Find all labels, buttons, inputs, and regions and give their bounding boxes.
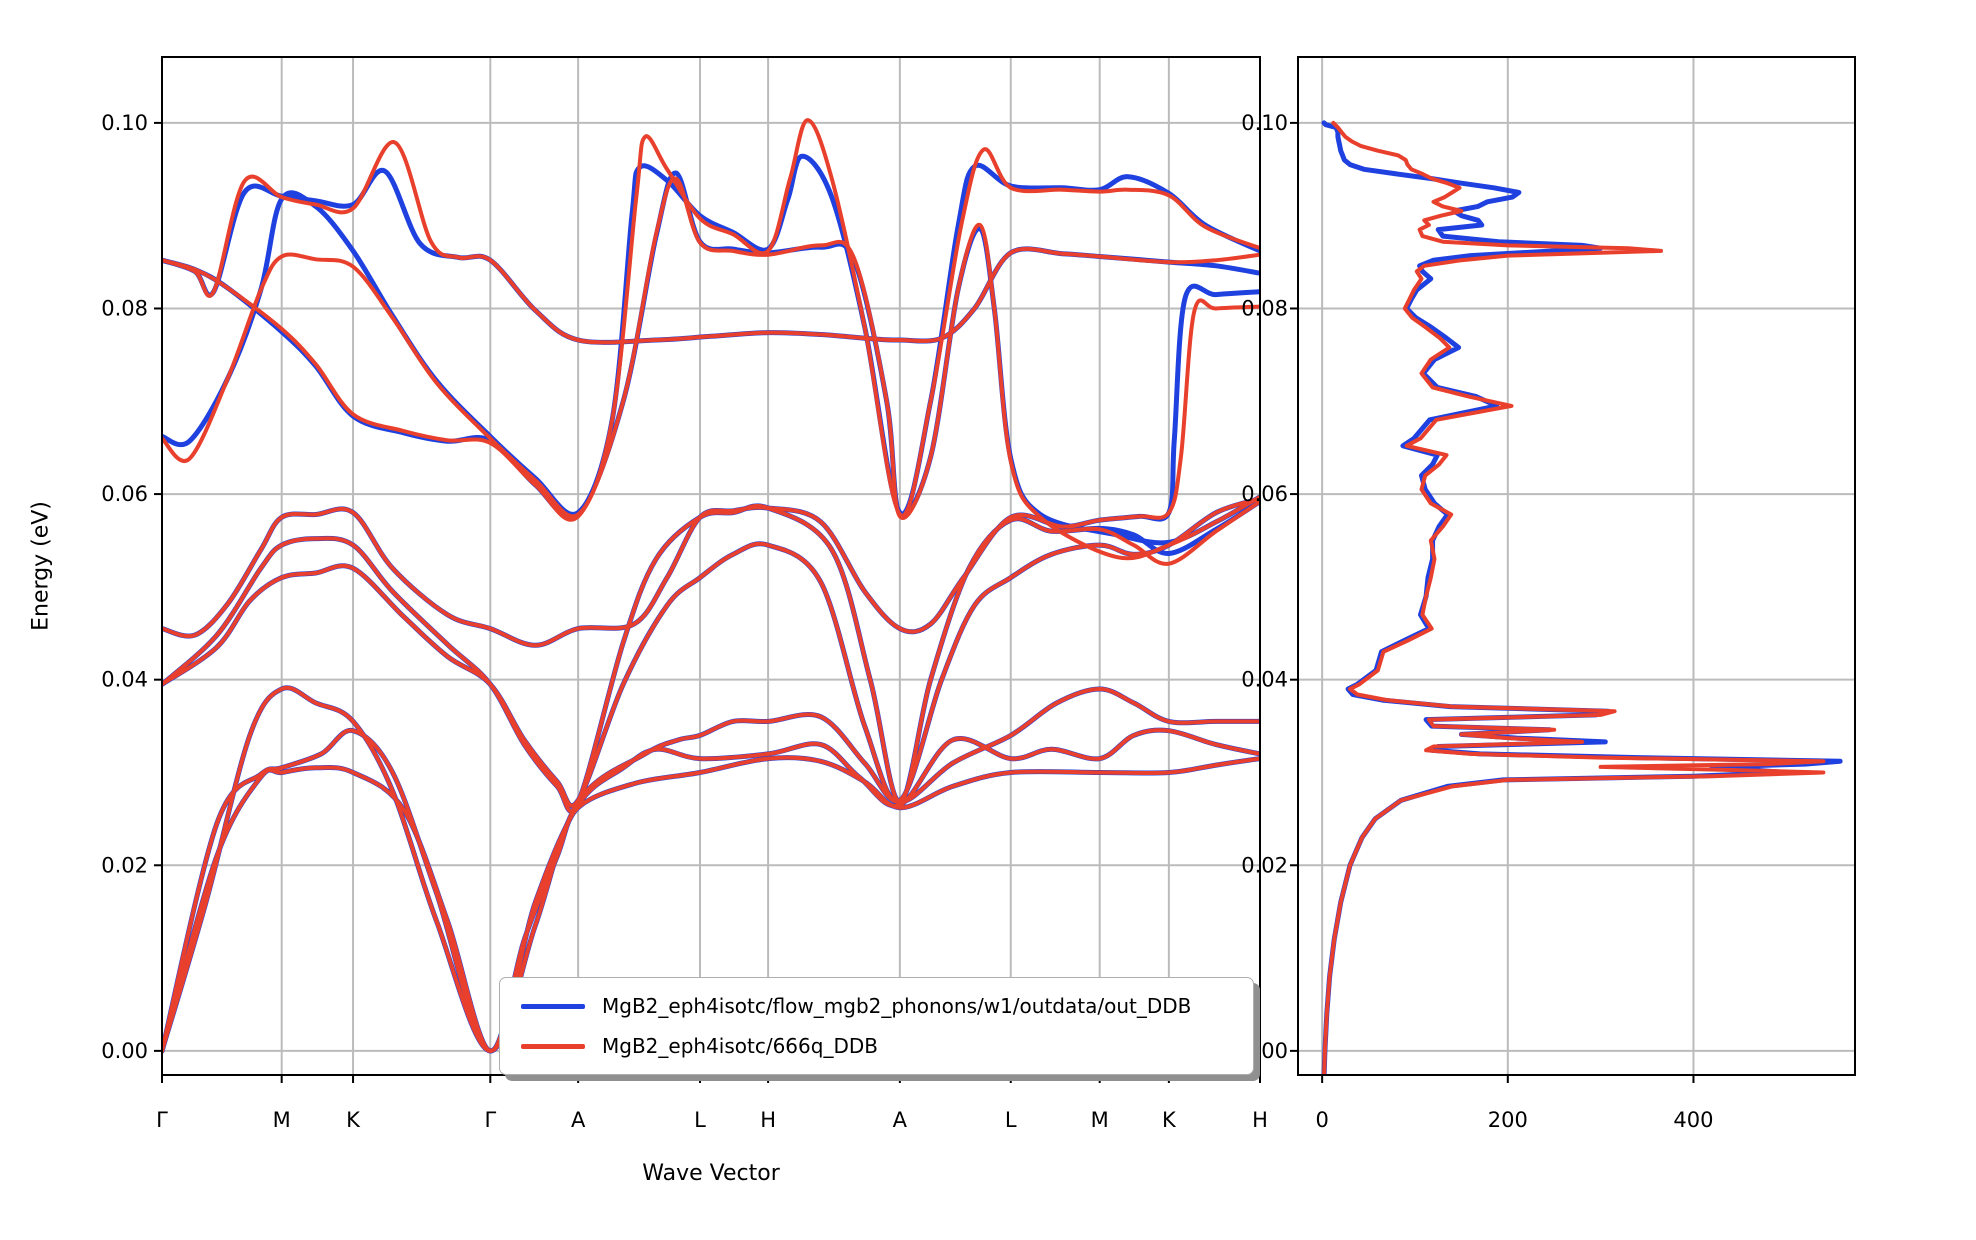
legend-label-blue: MgB2_eph4isotc/flow_mgb2_phonons/w1/outd… <box>602 994 1192 1018</box>
tick-labels: 0.000.020.040.060.080.100.000.020.040.06… <box>101 111 1713 1132</box>
phonon-band-blue <box>162 283 1260 648</box>
legend-line-red-icon <box>521 1043 585 1049</box>
dos-y-tick-label: 0.10 <box>1241 111 1288 135</box>
dos-y-tick-label: 0.02 <box>1241 853 1288 877</box>
legend-line-blue-icon <box>521 1003 585 1009</box>
band-x-tick-label: L <box>694 1108 706 1132</box>
band-x-tick-label: K <box>346 1108 361 1132</box>
band-x-tick-label: Γ <box>484 1108 496 1132</box>
phonon-band-red <box>162 118 1260 519</box>
band-x-tick-label: H <box>1252 1108 1268 1132</box>
dos-line-red <box>1322 120 1826 1075</box>
x-axis-label: Wave Vector <box>642 1161 780 1186</box>
band-x-tick-label: M <box>273 1108 291 1132</box>
band-y-tick-label: 0.10 <box>101 111 148 135</box>
dos-y-tick-label: 0.08 <box>1241 296 1288 320</box>
legend: MgB2_eph4isotc/flow_mgb2_phonons/w1/outd… <box>499 977 1254 1075</box>
dos-line-blue <box>1321 120 1843 1075</box>
band-x-tick-label: A <box>571 1108 586 1132</box>
band-y-tick-label: 0.08 <box>101 296 148 320</box>
legend-entry-blue: MgB2_eph4isotc/flow_mgb2_phonons/w1/outd… <box>500 994 1253 1018</box>
phonon-band-red <box>162 496 1260 808</box>
y-axis-label: Energy (eV) <box>28 501 54 631</box>
legend-label-red: MgB2_eph4isotc/666q_DDB <box>602 1034 878 1058</box>
dos-y-tick-label: 0.06 <box>1241 482 1288 506</box>
phonon-band-red <box>162 298 1260 648</box>
axes-spines <box>161 56 1856 1076</box>
band-x-tick-label: H <box>760 1108 776 1132</box>
band-structure-curves <box>162 118 1260 1054</box>
band-y-tick-label: 0.04 <box>101 668 148 692</box>
band-lines-red <box>162 118 1260 1053</box>
band-panel <box>161 56 1261 1076</box>
band-y-tick-label: 0.06 <box>101 482 148 506</box>
phonon-band-blue <box>162 170 1260 546</box>
gridlines <box>162 57 1855 1075</box>
phonon-band-red <box>162 176 1260 561</box>
band-y-tick-label: 0.02 <box>101 853 148 877</box>
legend-entry-red: MgB2_eph4isotc/666q_DDB <box>500 1034 1253 1058</box>
dos-y-tick-label: 0.04 <box>1241 668 1288 692</box>
band-x-tick-label: L <box>1005 1108 1017 1132</box>
dos-x-tick-label: 0 <box>1315 1108 1328 1132</box>
band-lines-blue <box>162 153 1260 1054</box>
band-x-tick-label: A <box>893 1108 908 1132</box>
dos-x-tick-label: 200 <box>1488 1108 1528 1132</box>
band-y-tick-label: 0.00 <box>101 1039 148 1063</box>
dos-panel <box>1297 56 1856 1076</box>
dos-x-tick-label: 400 <box>1673 1108 1713 1132</box>
band-x-tick-label: K <box>1162 1108 1177 1132</box>
tick-marks <box>154 121 1695 1083</box>
phonon-band-red <box>162 140 1260 345</box>
band-x-tick-label: Γ <box>156 1108 168 1132</box>
dos-curves <box>1321 120 1843 1075</box>
phonon-band-red <box>162 685 1260 1053</box>
band-x-tick-label: M <box>1091 1108 1109 1132</box>
